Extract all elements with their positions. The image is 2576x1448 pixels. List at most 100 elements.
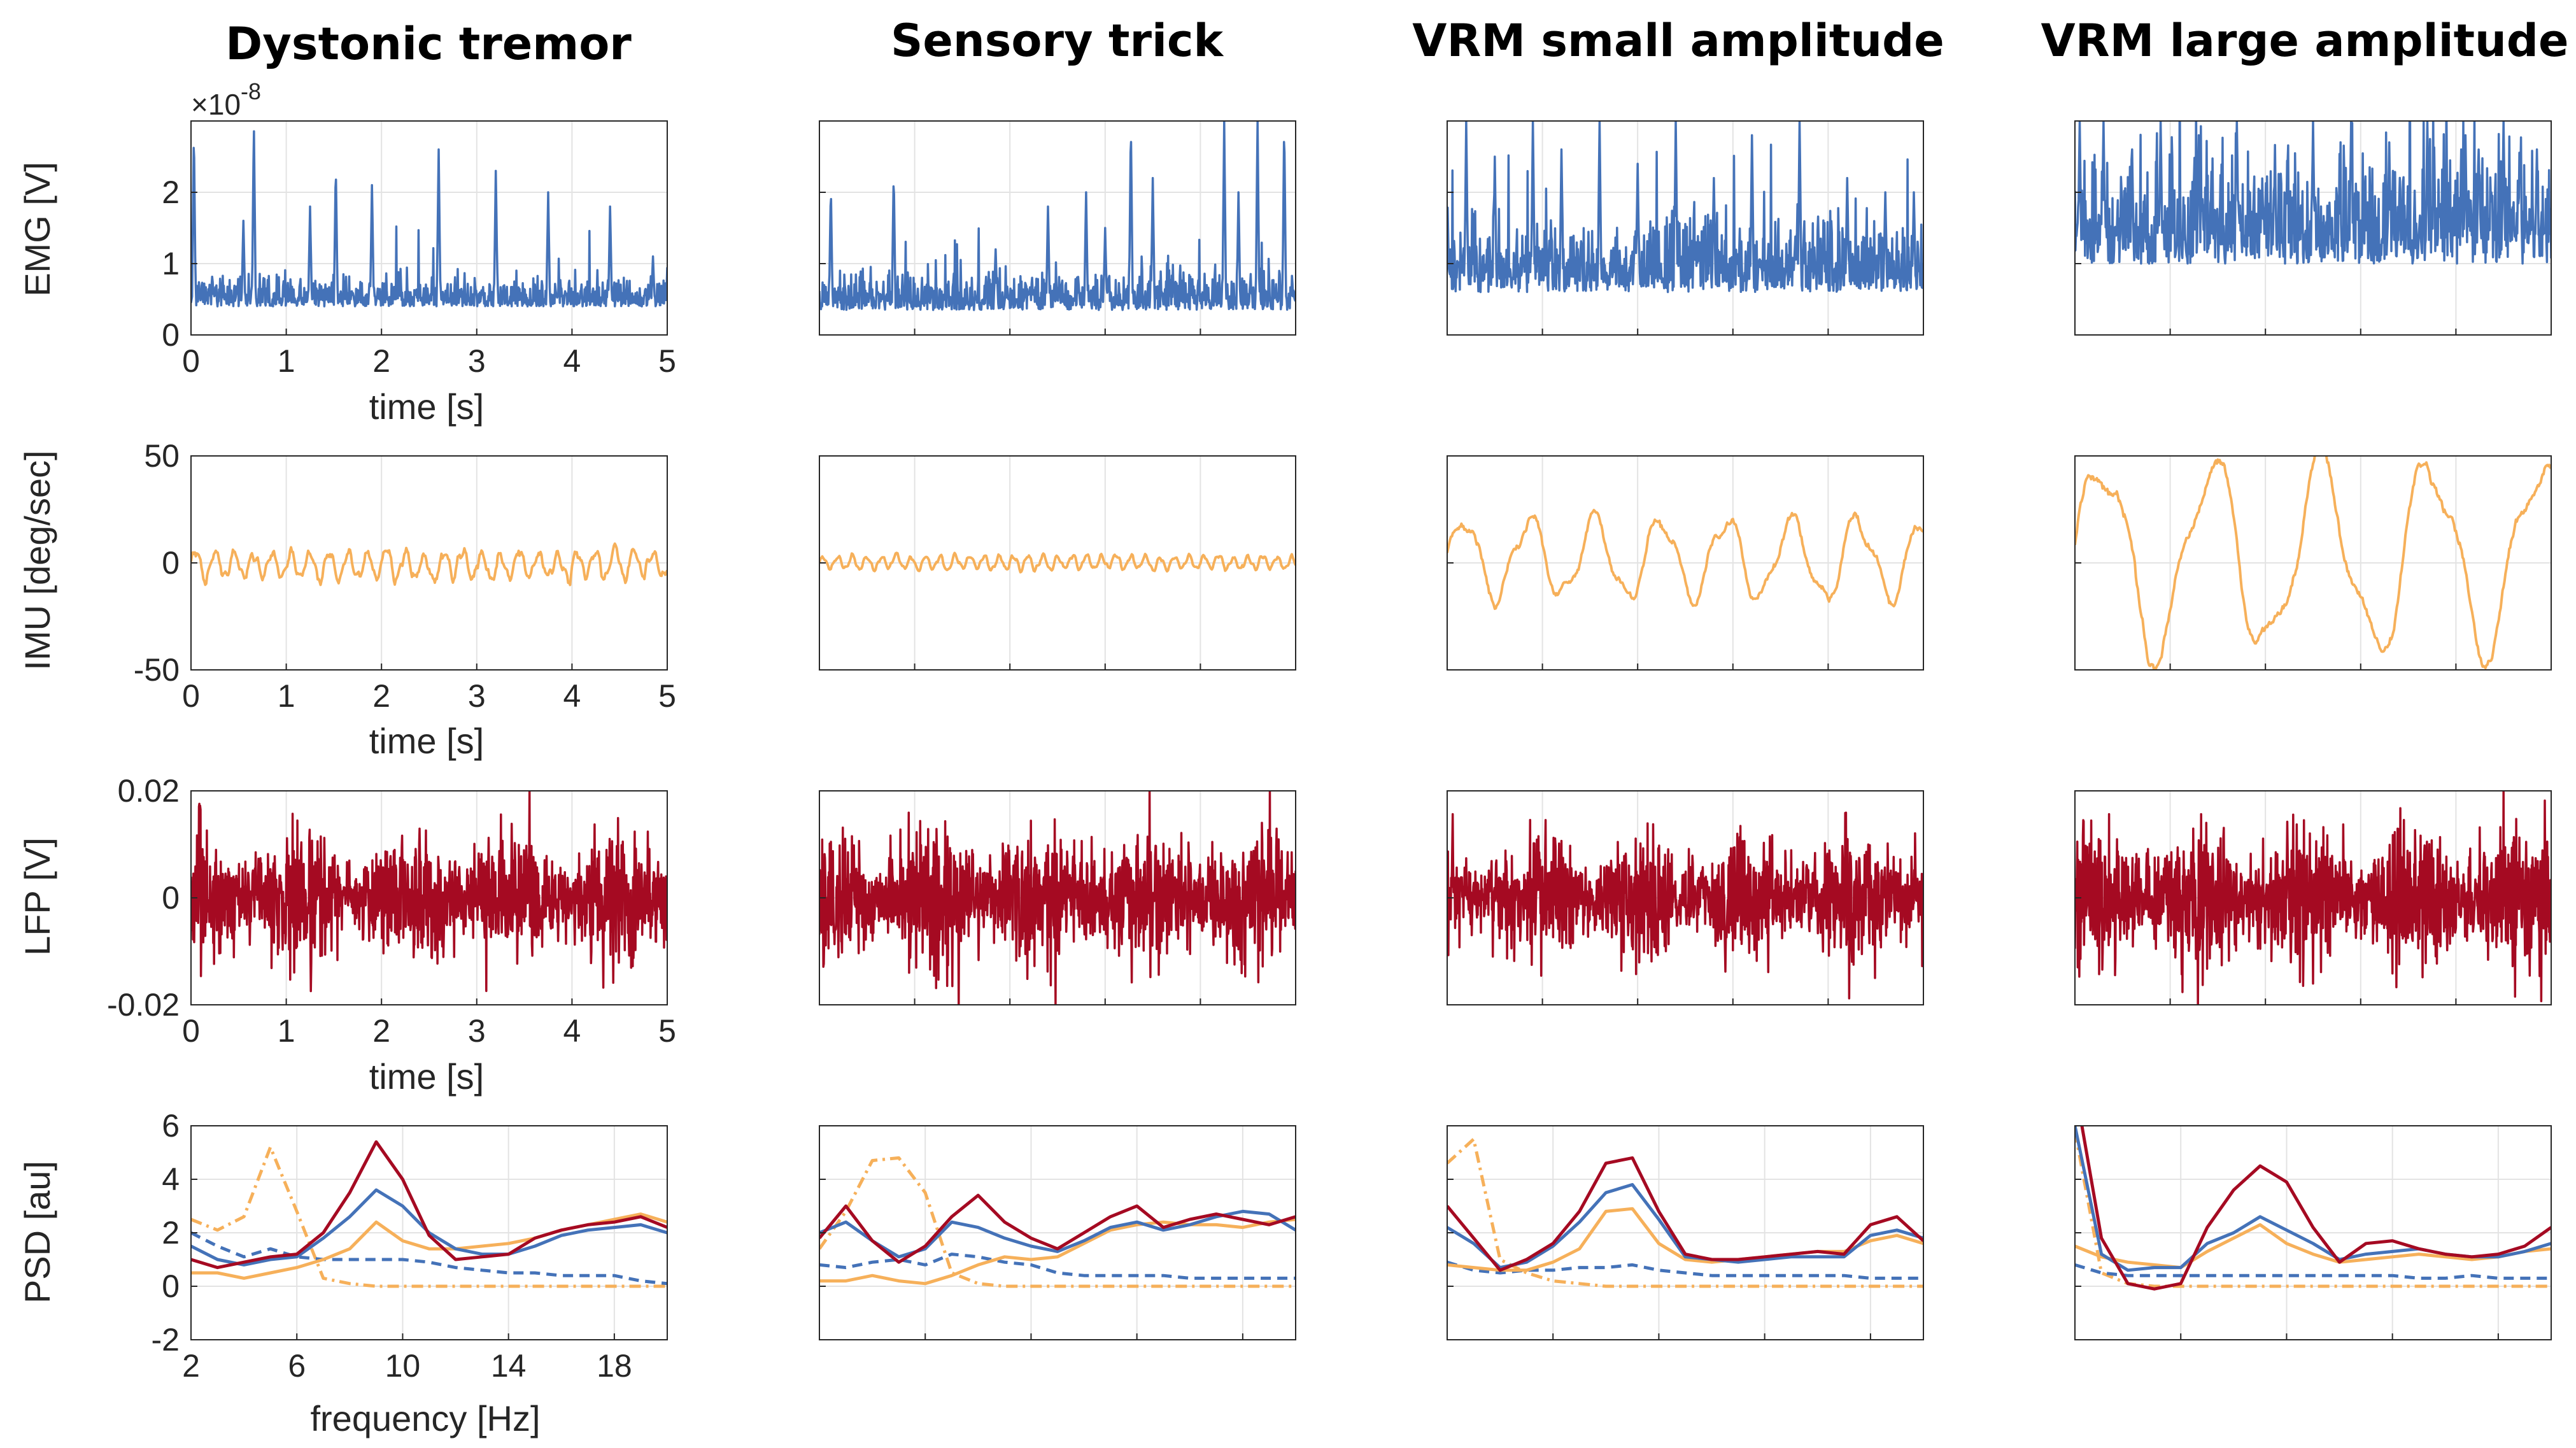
data-layer — [819, 551, 1296, 574]
y-tick-label: 0 — [162, 1268, 180, 1304]
subplot-imu-col2 — [819, 455, 1296, 671]
emg-trace — [1447, 121, 1923, 294]
x-tick-label: 2 — [182, 1348, 200, 1384]
x-tick-label: 0 — [182, 343, 200, 379]
ylabel-lfp: LFP [V] — [17, 837, 57, 956]
lfp-trace — [1447, 811, 1923, 1000]
x-tick-label: 0 — [182, 678, 200, 714]
x-tick-label: 1 — [278, 678, 295, 714]
emg-exponent-power: -8 — [241, 78, 261, 104]
lfp-trace — [819, 791, 1296, 1005]
x-tick-label: 5 — [658, 678, 676, 714]
axes-frame — [190, 120, 668, 336]
column-title-dystonic-tremor: Dystonic tremor — [225, 18, 632, 70]
data-layer — [191, 1140, 667, 1288]
emg-trace — [2075, 121, 2551, 265]
y-tick-label: 6 — [162, 1108, 180, 1144]
psd-series-imu-dash-dot — [2075, 1130, 2551, 1288]
psd-series-emg-dashed — [2075, 1263, 2551, 1280]
y-tick-label: -2 — [152, 1322, 180, 1358]
xlabel-time-lfp: time [s] — [369, 1056, 484, 1097]
axes-frame — [1447, 120, 1924, 336]
psd-series-imu-dash-dot — [819, 1156, 1296, 1288]
x-tick-label: 3 — [468, 678, 486, 714]
emg-exponent-base: ×10 — [191, 88, 241, 121]
data-layer — [2075, 121, 2551, 265]
data-layer — [2075, 791, 2551, 1005]
imu-trace — [819, 551, 1296, 574]
psd-series-imu — [819, 1217, 1296, 1286]
subplot-lfp-col4 — [2074, 790, 2552, 1005]
psd-series-emg — [1447, 1182, 1923, 1270]
psd-series-imu — [2075, 1223, 2551, 1270]
data-layer — [191, 542, 667, 586]
xlabel-time-imu: time [s] — [369, 721, 484, 761]
y-tick-label: 50 — [144, 438, 180, 474]
y-tick-label: -0.02 — [107, 987, 180, 1023]
subplot-lfp-col3 — [1447, 790, 1924, 1005]
axes-frame — [2074, 120, 2552, 336]
x-tick-label: 2 — [372, 678, 390, 714]
psd-series-lfp — [819, 1193, 1296, 1264]
data-layer — [819, 121, 1296, 311]
x-tick-label: 6 — [288, 1348, 306, 1384]
y-tick-label: -50 — [134, 652, 180, 688]
subplot-emg-col1: 0 1 2 3 4 5 0 1 2 — [162, 120, 676, 379]
subplot-lfp-col2 — [819, 790, 1296, 1005]
x-tick-label: 3 — [468, 343, 486, 379]
column-title-vrm-small: VRM small amplitude — [1412, 15, 1944, 67]
subplot-emg-col3 — [1447, 120, 1924, 336]
x-tick-label: 1 — [278, 1013, 295, 1049]
y-tick-label: 0 — [162, 545, 180, 581]
subplot-psd-col4 — [2074, 1125, 2552, 1340]
psd-series-emg-dashed — [191, 1231, 667, 1286]
x-tick-label: 18 — [597, 1348, 632, 1384]
data-layer — [1447, 1137, 1923, 1288]
data-layer — [1447, 121, 1923, 294]
ylabel-imu: IMU [deg/sec] — [17, 450, 57, 670]
xlabel-time-emg: time [s] — [369, 387, 484, 427]
emg-trace — [819, 121, 1296, 311]
y-tick-label: 1 — [162, 246, 180, 281]
subplot-emg-col4 — [2074, 120, 2552, 336]
subplot-psd-col1: 2 6 10 14 18 -2 0 2 4 6 — [152, 1108, 668, 1384]
data-layer — [191, 130, 667, 308]
subplot-imu-col3 — [1447, 455, 1924, 671]
ylabel-psd: PSD [au] — [17, 1161, 57, 1303]
x-tick-label: 4 — [563, 1013, 581, 1049]
column-title-sensory-trick: Sensory trick — [891, 15, 1224, 67]
psd-series-emg — [819, 1209, 1296, 1259]
psd-series-lfp — [2080, 1126, 2551, 1291]
psd-series-lfp — [191, 1140, 667, 1270]
subplot-imu-col4 — [2074, 455, 2552, 671]
data-layer — [1447, 509, 1923, 610]
x-tick-label: 1 — [278, 343, 295, 379]
emg-trace — [191, 130, 667, 308]
subplot-emg-col2 — [819, 120, 1296, 336]
imu-trace — [1447, 509, 1923, 610]
column-title-vrm-large: VRM large amplitude — [2041, 15, 2569, 67]
data-layer — [1447, 811, 1923, 1000]
x-tick-label: 3 — [468, 1013, 486, 1049]
subplot-psd-col2 — [819, 1125, 1296, 1340]
subplot-psd-col3 — [1447, 1125, 1924, 1340]
x-tick-label: 4 — [563, 678, 581, 714]
y-tick-label: 4 — [162, 1161, 180, 1197]
y-tick-label: 2 — [162, 174, 180, 210]
x-tick-label: 2 — [372, 343, 390, 379]
psd-series-emg-dashed — [819, 1253, 1296, 1280]
x-tick-label: 5 — [658, 1013, 676, 1049]
emg-exponent-label: ×10-8 — [191, 78, 261, 121]
axes-frame — [819, 120, 1296, 336]
ylabel-emg: EMG [V] — [17, 162, 57, 297]
data-layer — [819, 1156, 1296, 1288]
psd-series-imu — [1447, 1207, 1923, 1272]
y-tick-label: 0.02 — [118, 773, 180, 809]
psd-series-lfp — [1447, 1156, 1923, 1272]
x-tick-label: 2 — [372, 1013, 390, 1049]
psd-series-emg-dashed — [1447, 1260, 1923, 1280]
x-tick-label: 5 — [658, 343, 676, 379]
